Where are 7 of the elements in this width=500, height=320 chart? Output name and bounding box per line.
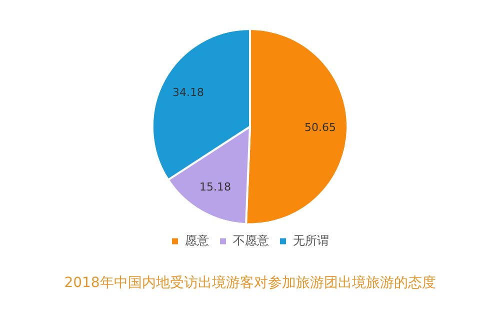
legend-label: 不愿意: [233, 233, 269, 248]
text: 2018年中国内地受访出境游客对参加旅游团出境旅游的态度: [64, 275, 436, 292]
legend-label: 愿意: [185, 233, 209, 248]
data-label: 50.65: [304, 120, 336, 134]
data-label: 15.18: [199, 180, 231, 194]
legend-label: 无所谓: [293, 233, 329, 248]
data-label: 34.18: [172, 86, 204, 99]
